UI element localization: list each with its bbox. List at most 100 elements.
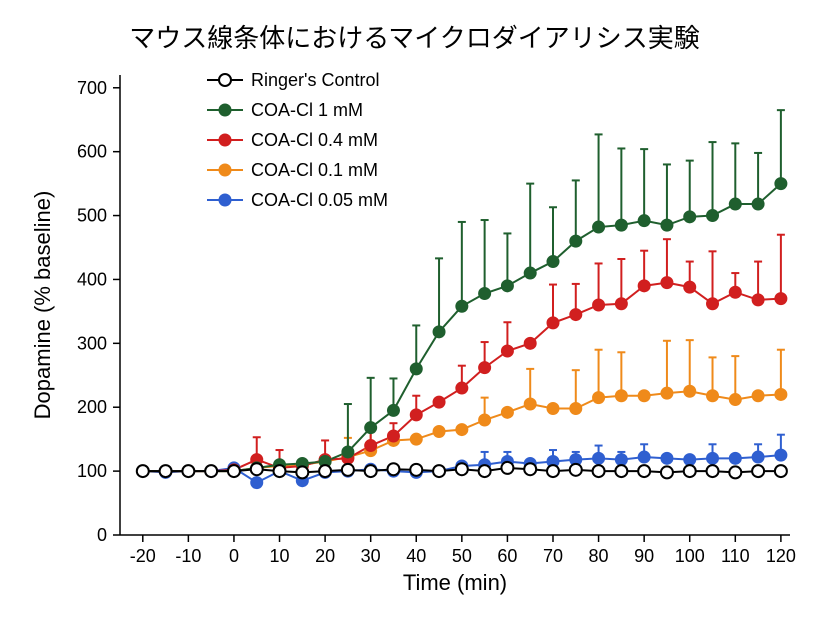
marker-c04	[410, 409, 422, 421]
marker-c1	[775, 178, 787, 190]
marker-c04	[775, 293, 787, 305]
legend-marker-c1	[219, 104, 231, 116]
x-tick-label: -10	[175, 546, 201, 566]
marker-ringer	[228, 465, 240, 477]
marker-c1	[524, 267, 536, 279]
marker-c01	[638, 390, 650, 402]
marker-c005	[775, 449, 787, 461]
marker-c04	[684, 281, 696, 293]
marker-c04	[433, 396, 445, 408]
marker-c1	[615, 219, 627, 231]
marker-ringer	[729, 466, 741, 478]
marker-ringer	[433, 465, 445, 477]
marker-ringer	[182, 465, 194, 477]
marker-c005	[638, 451, 650, 463]
marker-c04	[501, 345, 513, 357]
marker-ringer	[707, 465, 719, 477]
marker-ringer	[319, 465, 331, 477]
legend-label-c04: COA-Cl 0.4 mM	[251, 130, 378, 150]
marker-c1	[547, 256, 559, 268]
marker-c1	[410, 363, 422, 375]
chart-canvas: 0100200300400500600700-20-10010203040506…	[0, 0, 829, 632]
marker-c04	[387, 430, 399, 442]
x-tick-label: 110	[721, 546, 750, 566]
x-axis-label: Time (min)	[403, 570, 507, 595]
marker-c04	[729, 286, 741, 298]
x-tick-label: 60	[497, 546, 517, 566]
marker-c01	[593, 392, 605, 404]
x-tick-label: 10	[270, 546, 290, 566]
marker-ringer	[365, 465, 377, 477]
marker-c01	[752, 390, 764, 402]
marker-c04	[661, 277, 673, 289]
marker-ringer	[296, 466, 308, 478]
marker-c1	[707, 210, 719, 222]
marker-c005	[707, 452, 719, 464]
marker-ringer	[661, 466, 673, 478]
marker-c1	[752, 198, 764, 210]
marker-c04	[638, 280, 650, 292]
marker-ringer	[684, 465, 696, 477]
y-tick-label: 200	[77, 397, 107, 417]
marker-c1	[570, 235, 582, 247]
x-tick-label: 40	[406, 546, 426, 566]
marker-ringer	[387, 463, 399, 475]
marker-c1	[479, 288, 491, 300]
legend-marker-c04	[219, 134, 231, 146]
marker-ringer	[274, 465, 286, 477]
marker-c01	[775, 388, 787, 400]
marker-c01	[707, 390, 719, 402]
y-tick-label: 700	[77, 78, 107, 98]
marker-c1	[638, 215, 650, 227]
marker-c005	[593, 452, 605, 464]
marker-c04	[479, 362, 491, 374]
marker-ringer	[410, 464, 422, 476]
x-tick-label: 50	[452, 546, 472, 566]
marker-c005	[752, 451, 764, 463]
marker-c1	[342, 446, 354, 458]
legend-label-c005: COA-Cl 0.05 mM	[251, 190, 388, 210]
marker-ringer	[501, 462, 513, 474]
marker-c1	[684, 211, 696, 223]
marker-c04	[570, 309, 582, 321]
marker-c01	[547, 403, 559, 415]
marker-c1	[501, 280, 513, 292]
y-tick-label: 0	[97, 525, 107, 545]
marker-ringer	[160, 465, 172, 477]
legend-marker-c005	[219, 194, 231, 206]
marker-c005	[661, 452, 673, 464]
marker-c01	[501, 406, 513, 418]
marker-c04	[547, 317, 559, 329]
y-tick-label: 400	[77, 269, 107, 289]
marker-ringer	[638, 465, 650, 477]
marker-c1	[387, 404, 399, 416]
legend-label-c1: COA-Cl 1 mM	[251, 100, 363, 120]
marker-c04	[615, 298, 627, 310]
marker-c04	[524, 337, 536, 349]
y-axis-label: Dopamine (% baseline)	[30, 191, 55, 420]
legend-label-c01: COA-Cl 0.1 mM	[251, 160, 378, 180]
marker-ringer	[137, 465, 149, 477]
marker-ringer	[570, 464, 582, 476]
marker-c01	[684, 385, 696, 397]
marker-c005	[684, 454, 696, 466]
legend-label-ringer: Ringer's Control	[251, 70, 380, 90]
marker-ringer	[342, 464, 354, 476]
marker-c005	[615, 454, 627, 466]
y-tick-label: 500	[77, 206, 107, 226]
x-tick-label: -20	[130, 546, 156, 566]
y-tick-label: 300	[77, 333, 107, 353]
marker-ringer	[752, 465, 764, 477]
marker-ringer	[205, 465, 217, 477]
marker-c1	[433, 326, 445, 338]
marker-c04	[593, 299, 605, 311]
marker-c1	[661, 219, 673, 231]
marker-ringer	[615, 465, 627, 477]
marker-c005	[251, 477, 263, 489]
chart-title: マウス線条体におけるマイクロダイアリシス実験	[0, 18, 829, 55]
marker-c01	[570, 403, 582, 415]
marker-c005	[729, 452, 741, 464]
x-tick-label: 90	[634, 546, 654, 566]
y-tick-label: 100	[77, 461, 107, 481]
marker-c04	[752, 294, 764, 306]
